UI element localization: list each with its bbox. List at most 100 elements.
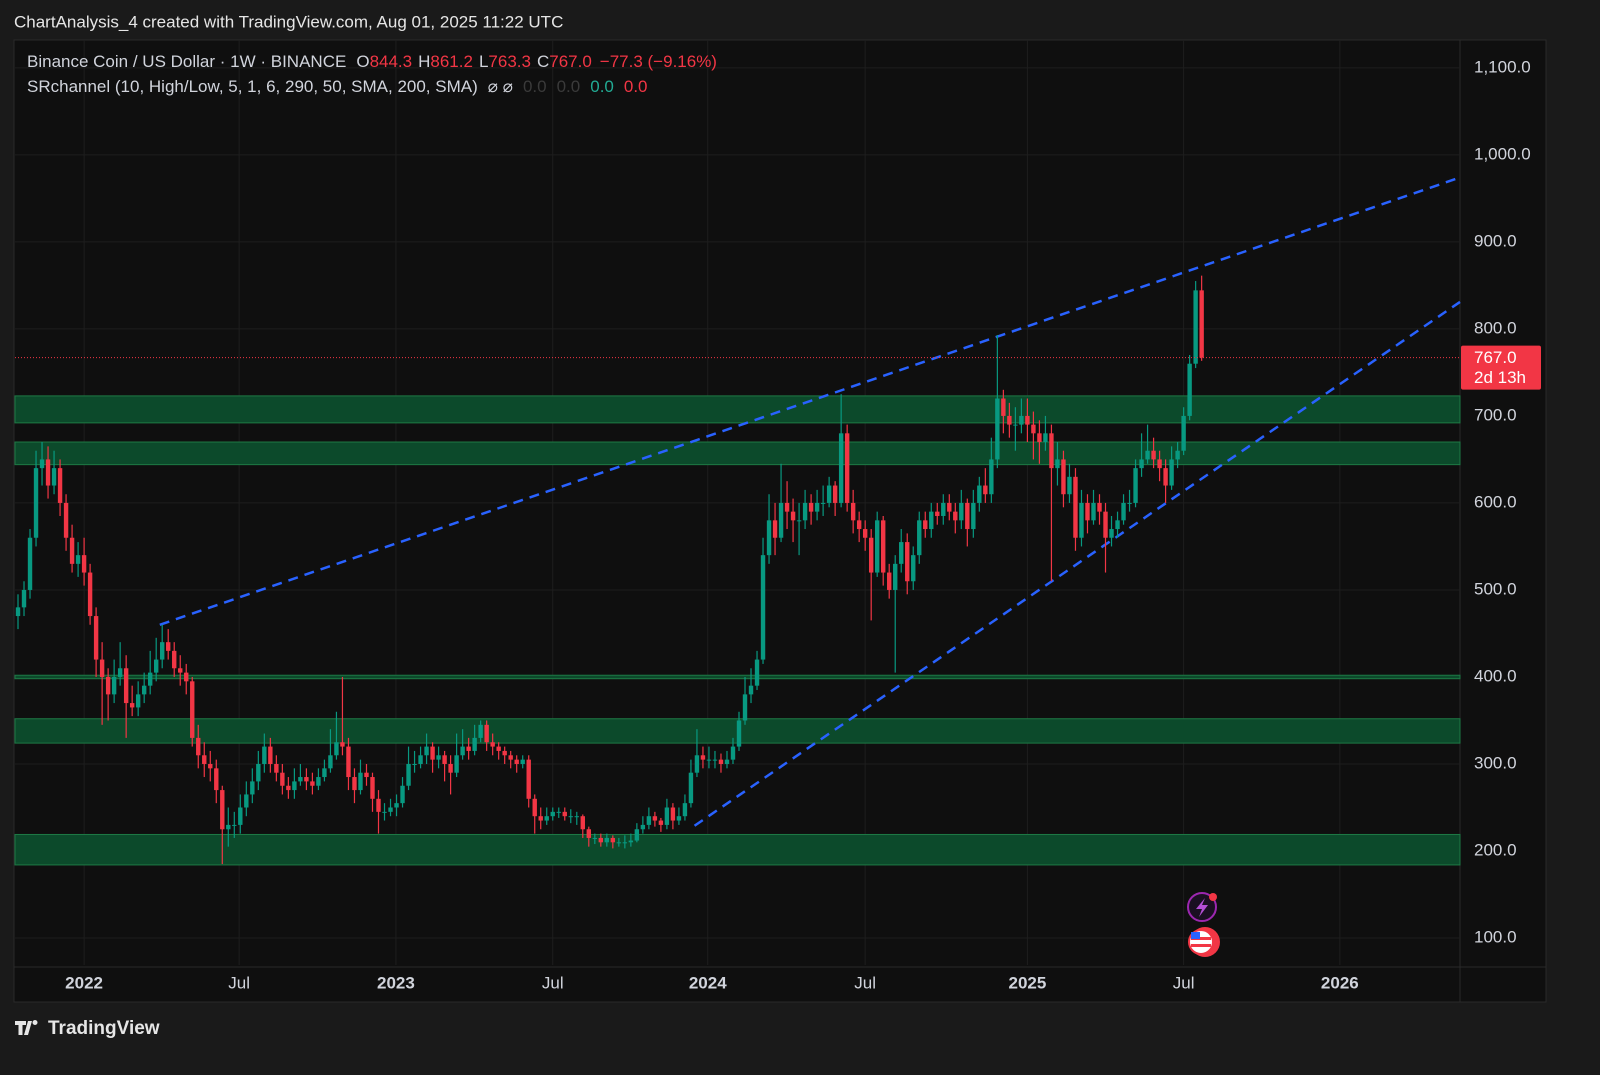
- candle-body: [1121, 502, 1126, 521]
- price-countdown: 2d 13h: [1474, 368, 1526, 387]
- candle-body: [57, 468, 63, 503]
- x-tick-label: Jul: [1173, 973, 1195, 992]
- candle-body: [736, 720, 742, 747]
- indicator-icons: ⌀ ⌀: [488, 77, 513, 96]
- candle-body: [502, 750, 507, 756]
- candle-body: [51, 468, 57, 486]
- candle-body: [129, 703, 135, 708]
- candle-body: [838, 433, 844, 503]
- legend-close-label: C: [537, 52, 549, 71]
- candle-body: [598, 837, 604, 843]
- candle-body: [81, 555, 87, 573]
- candle-body: [226, 824, 231, 830]
- candle-body: [670, 807, 676, 821]
- candle-body: [496, 746, 501, 751]
- candle-body: [208, 763, 213, 769]
- candle-body: [1199, 290, 1204, 358]
- candle-body: [772, 520, 778, 538]
- candle-body: [1139, 459, 1144, 469]
- candle-body: [430, 746, 435, 760]
- candle-body: [1043, 433, 1048, 443]
- candle-body: [220, 790, 225, 830]
- candle-body: [1145, 450, 1150, 460]
- candle-body: [256, 763, 261, 782]
- candle-body: [712, 759, 718, 761]
- candle-body: [87, 572, 93, 617]
- candle-body: [1073, 476, 1078, 538]
- candle-body: [364, 772, 369, 778]
- candle-body: [742, 694, 748, 721]
- candle-body: [274, 763, 279, 773]
- candle-body: [766, 520, 772, 556]
- candle-body: [881, 520, 886, 573]
- candle-body: [1079, 502, 1084, 538]
- candle-body: [911, 555, 916, 582]
- candle-body: [778, 502, 784, 538]
- event-icon-dot: [1209, 893, 1217, 901]
- candle-body: [983, 485, 988, 495]
- event-icon[interactable]: [1187, 892, 1217, 922]
- candle-body: [238, 807, 243, 825]
- indicator-line: SRchannel (10, High/Low, 5, 1, 6, 290, 5…: [27, 77, 648, 96]
- candle-body: [718, 759, 724, 764]
- candle-body: [917, 520, 922, 556]
- legend-low: 763.3: [488, 52, 531, 71]
- indicator-value: 0.0: [624, 77, 648, 96]
- economic-event-icon[interactable]: [1188, 927, 1220, 957]
- candle-body: [117, 668, 123, 677]
- candle-body: [790, 511, 796, 521]
- candle-body: [754, 659, 760, 686]
- candle-body: [1097, 502, 1102, 512]
- candle-body: [592, 837, 598, 839]
- candle-body: [484, 724, 489, 743]
- flag-canton: [1191, 932, 1200, 939]
- candle-body: [706, 759, 712, 761]
- candle-body: [1019, 415, 1024, 425]
- candle-body: [298, 777, 303, 782]
- candle-body: [123, 668, 129, 704]
- candle-body: [658, 820, 664, 825]
- candle-body: [965, 502, 970, 530]
- candle-body: [1049, 433, 1054, 469]
- candle-body: [244, 794, 249, 808]
- candle-body: [292, 781, 297, 791]
- candle-body: [1193, 290, 1198, 364]
- candle-body: [562, 811, 567, 817]
- candle-body: [856, 520, 862, 530]
- candle-body: [370, 777, 375, 799]
- candle-body: [640, 824, 646, 830]
- x-tick-label: 2026: [1321, 973, 1359, 992]
- footer-logo[interactable]: TradingView: [15, 1018, 160, 1039]
- y-tick-label: 1,100.0: [1474, 57, 1531, 76]
- candle-body: [694, 755, 700, 773]
- legend-close: 767.0: [549, 52, 592, 71]
- candle-body: [45, 459, 51, 486]
- candle-body: [214, 768, 219, 791]
- candle-body: [538, 816, 543, 821]
- sr-zone: [14, 674, 1461, 680]
- candle-body: [418, 755, 423, 764]
- legend-line: Binance Coin / US Dollar · 1W · BINANCE O…: [27, 52, 717, 71]
- candle-body: [688, 772, 694, 804]
- candle-body: [1013, 424, 1018, 426]
- candle-body: [21, 589, 27, 608]
- candle-body: [953, 511, 958, 521]
- candle-body: [995, 398, 1000, 460]
- candle-body: [172, 650, 177, 669]
- brand[interactable]: TradingView: [48, 1018, 160, 1039]
- candle-body: [802, 502, 808, 521]
- candle-body: [868, 537, 874, 573]
- y-tick-label: 500.0: [1474, 579, 1517, 598]
- candle-body: [664, 807, 670, 825]
- candle-body: [508, 755, 513, 760]
- candle-body: [730, 746, 736, 760]
- candle-body: [466, 746, 471, 751]
- candle-body: [69, 537, 75, 564]
- candle-body: [190, 681, 195, 738]
- candle-body: [862, 529, 868, 538]
- candle-body: [153, 659, 159, 673]
- candle-body: [874, 520, 880, 573]
- candle-body: [887, 572, 892, 590]
- candle-body: [346, 746, 351, 778]
- candle-body: [147, 672, 153, 686]
